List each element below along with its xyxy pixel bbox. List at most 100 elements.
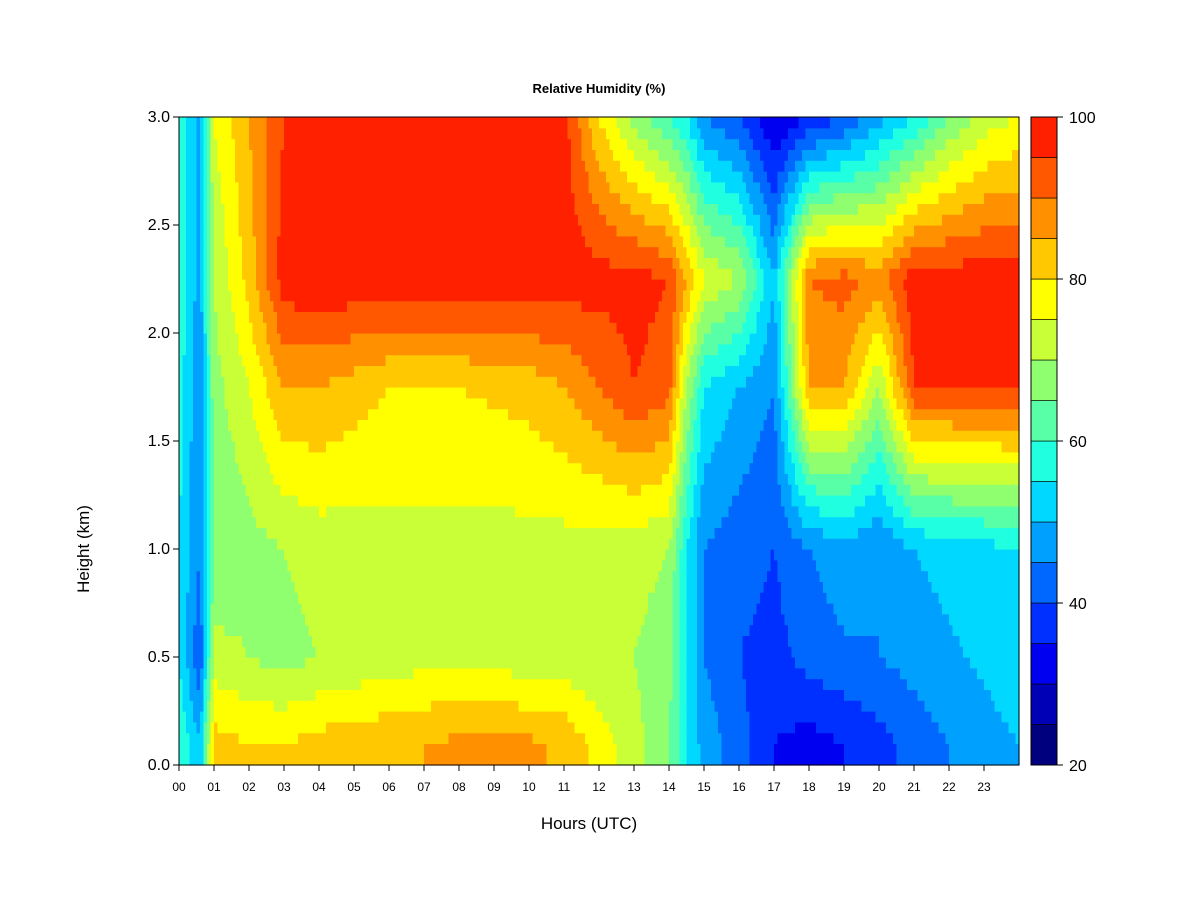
heatmap-cell <box>273 203 278 215</box>
heatmap-cell <box>336 581 341 593</box>
heatmap-cell <box>193 333 198 345</box>
heatmap-cell <box>277 473 282 485</box>
heatmap-cell <box>420 678 425 690</box>
heatmap-cell <box>210 462 215 474</box>
heatmap-cell <box>347 678 352 690</box>
heatmap-cell <box>270 495 275 507</box>
heatmap-cell <box>441 322 446 334</box>
heatmap-cell <box>200 592 205 604</box>
heatmap-cell <box>252 495 257 507</box>
heatmap-cell <box>308 203 313 215</box>
heatmap-cell <box>347 711 352 723</box>
heatmap-cell <box>385 484 390 496</box>
heatmap-cell <box>438 527 443 539</box>
heatmap-cell <box>406 451 411 464</box>
heatmap-cell <box>214 495 219 507</box>
heatmap-cell <box>389 613 394 626</box>
heatmap-cell <box>417 225 422 237</box>
heatmap-cell <box>203 343 208 356</box>
heatmap-cell <box>245 235 250 248</box>
heatmap-cell <box>462 743 467 755</box>
heatmap-cell <box>245 689 250 701</box>
heatmap-cell <box>294 581 299 593</box>
heatmap-cell <box>301 613 306 626</box>
heatmap-cell <box>329 225 334 237</box>
heatmap-cell <box>417 635 422 647</box>
heatmap-cell <box>322 732 327 744</box>
heatmap-cell <box>186 387 191 399</box>
heatmap-cell <box>378 430 383 442</box>
heatmap-cell <box>193 408 198 420</box>
heatmap-cell <box>298 527 303 539</box>
heatmap-cell <box>193 635 198 647</box>
heatmap-cell <box>431 397 436 410</box>
heatmap-cell <box>378 289 383 302</box>
heatmap-cell <box>385 225 390 237</box>
heatmap-cell <box>431 592 436 604</box>
heatmap-cell <box>357 257 362 269</box>
heatmap-cell <box>410 311 415 323</box>
heatmap-cell <box>413 257 418 269</box>
heatmap-cell <box>294 430 299 442</box>
heatmap-cell <box>270 613 275 626</box>
heatmap-cell <box>242 711 247 723</box>
heatmap-cell <box>312 441 317 453</box>
heatmap-cell <box>392 473 397 485</box>
heatmap-cell <box>186 592 191 604</box>
heatmap-cell <box>466 235 471 248</box>
heatmap-cell <box>410 333 415 345</box>
heatmap-cell <box>224 646 229 658</box>
heatmap-cell <box>287 257 292 269</box>
heatmap-cell <box>245 678 250 690</box>
heatmap-cell <box>305 646 310 658</box>
heatmap-cell <box>403 246 408 258</box>
heatmap-cell <box>179 343 184 356</box>
heatmap-cell <box>301 279 306 291</box>
heatmap-cell <box>231 192 236 204</box>
heatmap-cell <box>361 408 366 420</box>
heatmap-cell <box>301 721 306 734</box>
heatmap-cell <box>266 149 271 161</box>
heatmap-cell <box>315 235 320 248</box>
heatmap-cell <box>203 376 208 388</box>
heatmap-cell <box>207 225 212 237</box>
heatmap-cell <box>224 300 229 312</box>
heatmap-cell <box>231 451 236 464</box>
heatmap-cell <box>441 635 446 647</box>
heatmap-cell <box>452 462 457 474</box>
heatmap-cell <box>347 516 352 528</box>
heatmap-cell <box>210 711 215 723</box>
heatmap-cell <box>249 743 254 755</box>
heatmap-cell <box>203 505 208 518</box>
heatmap-cell <box>413 451 418 464</box>
heatmap-cell <box>354 592 359 604</box>
heatmap-cell <box>252 354 257 366</box>
heatmap-cell <box>420 581 425 593</box>
heatmap-cell <box>308 484 313 496</box>
heatmap-cell <box>364 192 369 204</box>
heatmap-cell <box>445 592 450 604</box>
heatmap-cell <box>382 235 387 248</box>
heatmap-cell <box>245 322 250 334</box>
heatmap-cell <box>203 181 208 194</box>
heatmap-cell <box>357 559 362 572</box>
heatmap-cell <box>343 516 348 528</box>
heatmap-cell <box>375 570 380 582</box>
heatmap-cell <box>319 149 324 161</box>
heatmap-cell <box>210 559 215 572</box>
heatmap-cell <box>462 235 467 248</box>
heatmap-cell <box>308 192 313 204</box>
heatmap-cell <box>413 214 418 226</box>
heatmap-cell <box>221 181 226 194</box>
heatmap-cell <box>280 484 285 496</box>
heatmap-cell <box>410 117 415 129</box>
heatmap-cell <box>382 387 387 399</box>
heatmap-cell <box>200 408 205 420</box>
heatmap-cell <box>277 365 282 377</box>
heatmap-cell <box>305 441 310 453</box>
heatmap-cell <box>301 354 306 366</box>
heatmap-cell <box>462 721 467 734</box>
heatmap-cell <box>270 473 275 485</box>
heatmap-cell <box>266 441 271 453</box>
